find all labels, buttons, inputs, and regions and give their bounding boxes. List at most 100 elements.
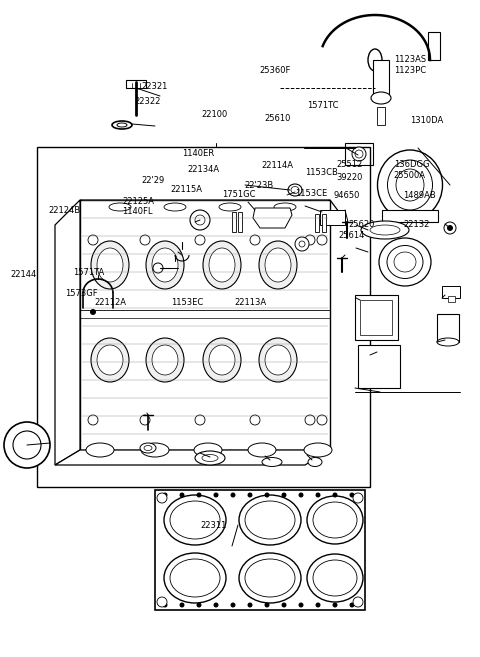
Text: 39220: 39220 [336,173,362,182]
Bar [37,147,370,487]
Polygon shape [155,490,365,610]
Ellipse shape [368,49,382,71]
Circle shape [140,415,150,425]
Ellipse shape [245,501,295,539]
Circle shape [305,235,315,245]
Text: 22311: 22311 [201,521,227,530]
Circle shape [317,235,327,245]
Text: 1123PC: 1123PC [394,66,426,75]
Ellipse shape [91,241,129,289]
Ellipse shape [239,495,301,545]
Ellipse shape [91,338,129,382]
Text: 22132: 22132 [403,219,430,229]
Text: 22322: 22322 [134,97,161,106]
Circle shape [214,493,218,497]
Circle shape [90,309,96,315]
Ellipse shape [308,457,322,466]
Circle shape [195,235,205,245]
Circle shape [180,602,184,608]
Circle shape [195,415,205,425]
Circle shape [353,597,363,607]
Text: 25500A: 25500A [394,171,426,180]
Circle shape [444,222,456,234]
Ellipse shape [146,241,184,289]
Ellipse shape [194,443,222,457]
Ellipse shape [379,238,431,286]
Circle shape [264,493,269,497]
Circle shape [264,602,269,608]
Ellipse shape [288,184,302,196]
Ellipse shape [313,560,357,596]
Circle shape [349,602,355,608]
Circle shape [281,602,287,608]
Ellipse shape [248,443,276,457]
Bar [232,212,236,232]
Ellipse shape [371,92,391,104]
Ellipse shape [245,559,295,597]
Circle shape [163,493,168,497]
Ellipse shape [164,553,226,603]
Circle shape [333,602,337,608]
Circle shape [295,237,309,251]
Ellipse shape [265,248,291,282]
Bar [377,107,385,125]
Ellipse shape [265,345,291,375]
Text: 22124B: 22124B [48,206,80,215]
Ellipse shape [146,338,184,382]
Text: 25614: 25614 [338,231,364,240]
Circle shape [157,493,167,503]
Circle shape [281,493,287,497]
Ellipse shape [170,501,220,539]
Polygon shape [253,208,292,228]
Ellipse shape [361,221,409,239]
Ellipse shape [219,203,241,211]
Text: 1489AB: 1489AB [403,191,436,200]
Ellipse shape [203,338,241,382]
Ellipse shape [274,203,296,211]
Text: 1571TC: 1571TC [307,101,339,110]
Circle shape [230,602,236,608]
Circle shape [299,602,303,608]
Text: 22321: 22321 [142,82,168,91]
Circle shape [315,493,321,497]
Ellipse shape [387,160,432,210]
Ellipse shape [152,248,178,282]
Bar [442,286,460,298]
Bar [448,296,455,302]
Ellipse shape [152,345,178,375]
Ellipse shape [370,225,400,235]
Circle shape [299,493,303,497]
Ellipse shape [259,338,297,382]
Circle shape [140,235,150,245]
Ellipse shape [259,241,297,289]
Text: 25610: 25610 [264,114,290,123]
Bar [322,214,326,232]
Text: 22113A: 22113A [234,298,266,307]
Circle shape [333,493,337,497]
Bar [238,212,242,232]
Ellipse shape [262,457,282,466]
Circle shape [352,147,366,161]
Polygon shape [55,200,80,465]
Bar [315,214,319,232]
Circle shape [180,493,184,497]
Circle shape [248,493,252,497]
Circle shape [230,493,236,497]
Text: 1140ER: 1140ER [182,149,215,158]
Text: 1153CE: 1153CE [295,189,327,198]
Circle shape [196,602,202,608]
Circle shape [447,225,453,231]
Circle shape [214,602,218,608]
Circle shape [315,602,321,608]
Text: 22144: 22144 [11,270,37,279]
Ellipse shape [387,246,423,279]
Text: 1571TA: 1571TA [73,268,104,277]
Text: 22115A: 22115A [170,185,203,194]
Ellipse shape [209,345,235,375]
Ellipse shape [97,248,123,282]
Ellipse shape [164,495,226,545]
Text: 22112A: 22112A [95,298,127,307]
Ellipse shape [239,553,301,603]
Ellipse shape [109,203,131,211]
Circle shape [13,431,41,459]
